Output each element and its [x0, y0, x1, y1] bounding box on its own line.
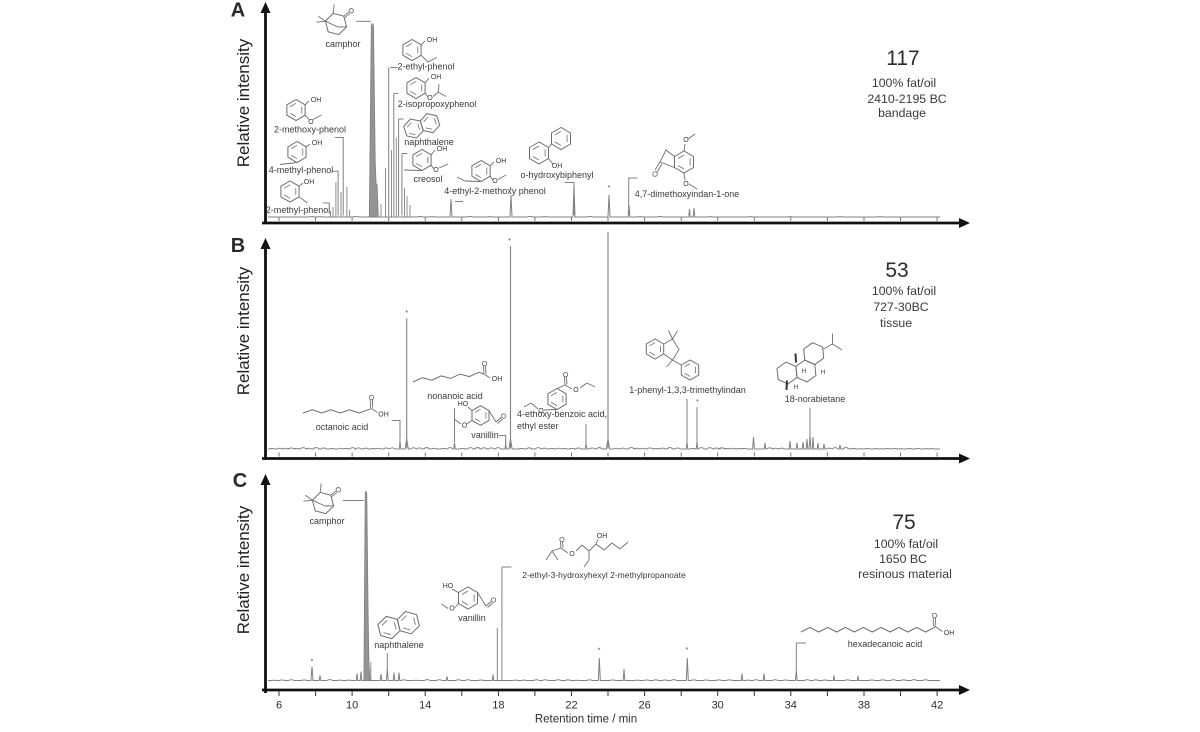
svg-text:2410-2195 BC: 2410-2195 BC [867, 92, 946, 106]
svg-text:octanoic acid: octanoic acid [316, 422, 369, 432]
svg-text:100% fat/oil: 100% fat/oil [874, 537, 938, 551]
svg-text:OH: OH [597, 533, 608, 540]
svg-text:100% fat/oil: 100% fat/oil [872, 76, 936, 90]
svg-text:1-phenyl-1,3,3-trimethylindan: 1-phenyl-1,3,3-trimethylindan [629, 385, 746, 395]
svg-text:Relative intensity: Relative intensity [234, 38, 253, 167]
svg-text:OH: OH [437, 146, 448, 153]
svg-text:O: O [569, 551, 575, 558]
svg-text:OH: OH [492, 376, 503, 383]
svg-text:38: 38 [858, 700, 870, 712]
svg-text:ethyl ester: ethyl ester [517, 421, 559, 431]
svg-text:18-norabietane: 18-norabietane [785, 394, 846, 404]
svg-text:42: 42 [931, 700, 943, 712]
svg-text:6: 6 [276, 700, 282, 712]
svg-text:*: * [311, 657, 314, 666]
svg-text:HO: HO [443, 583, 454, 590]
svg-text:O: O [433, 167, 439, 174]
svg-text:OH: OH [431, 74, 442, 81]
svg-text:OH: OH [311, 97, 322, 104]
svg-text:B: B [231, 235, 245, 257]
svg-text:OH: OH [378, 412, 389, 419]
svg-text:OH: OH [496, 158, 507, 165]
svg-text:*: * [598, 646, 601, 655]
svg-text:4-ethoxy-benzoic acid,: 4-ethoxy-benzoic acid, [517, 409, 607, 419]
svg-text:Relative intensity: Relative intensity [234, 505, 253, 634]
svg-text:*: * [608, 183, 611, 192]
svg-text:2-ethyl-phenol: 2-ethyl-phenol [397, 62, 454, 72]
svg-text:resinous material: resinous material [858, 567, 952, 581]
svg-text:tissue: tissue [880, 316, 912, 330]
svg-text:75: 75 [892, 511, 915, 534]
svg-text:OH: OH [552, 163, 563, 170]
svg-text:100% fat/oil: 100% fat/oil [872, 284, 936, 298]
svg-text:2-methoxy-phenol: 2-methoxy-phenol [274, 125, 346, 135]
svg-text:*: * [405, 308, 408, 317]
svg-text:A: A [231, 0, 245, 22]
svg-text:117: 117 [886, 47, 919, 70]
svg-text:OH: OH [427, 37, 438, 44]
svg-text:53: 53 [885, 259, 908, 282]
svg-text:nonanoic acid: nonanoic acid [427, 391, 483, 401]
svg-text:727-30BC: 727-30BC [873, 300, 928, 314]
svg-text:*: * [696, 397, 699, 406]
svg-text:4-ethyl-2-methoxy phenol: 4-ethyl-2-methoxy phenol [444, 186, 546, 196]
svg-text:vanillin: vanillin [458, 613, 486, 623]
svg-text:1650 BC: 1650 BC [879, 552, 927, 566]
svg-text:O: O [462, 423, 468, 430]
svg-text:10: 10 [346, 700, 358, 712]
svg-text:camphor: camphor [309, 516, 344, 526]
svg-text:30: 30 [712, 700, 724, 712]
svg-text:OH: OH [944, 630, 955, 637]
svg-text:O: O [492, 178, 498, 185]
svg-text:4,7-dimethoxyindan-1-one: 4,7-dimethoxyindan-1-one [635, 189, 740, 199]
svg-text:34: 34 [785, 700, 797, 712]
svg-text:*: * [509, 185, 512, 194]
svg-text:H: H [802, 368, 806, 375]
svg-text:camphor: camphor [325, 39, 360, 49]
svg-text:OH: OH [312, 140, 323, 147]
svg-text:18: 18 [492, 700, 504, 712]
svg-text:2-isopropoxyphenol: 2-isopropoxyphenol [398, 99, 477, 109]
svg-text:14: 14 [419, 700, 431, 712]
svg-text:2-methyl-phenol: 2-methyl-phenol [266, 205, 331, 215]
svg-text:26: 26 [638, 700, 650, 712]
svg-text:*: * [508, 236, 511, 245]
svg-text:H: H [821, 369, 825, 376]
svg-text:hexadecanoic acid: hexadecanoic acid [848, 639, 923, 649]
svg-text:H: H [794, 384, 798, 391]
svg-text:naphthalene: naphthalene [374, 640, 424, 650]
svg-text:2-ethyl-3-hydroxyhexyl 2-meth: 2-ethyl-3-hydroxyhexyl 2-methylpropanoat… [522, 570, 686, 580]
svg-text:Retention time / min: Retention time / min [535, 714, 637, 726]
svg-text:O: O [683, 137, 689, 144]
svg-text:4-methyl-phenol: 4-methyl-phenol [269, 165, 334, 175]
svg-text:C: C [233, 470, 247, 492]
svg-text:O: O [449, 606, 455, 613]
svg-text:*: * [686, 645, 689, 654]
svg-text:vanillin: vanillin [471, 430, 499, 440]
svg-text:creosol: creosol [413, 174, 442, 184]
svg-text:O: O [573, 387, 579, 394]
svg-text:HO: HO [458, 401, 469, 408]
svg-text:bandage: bandage [878, 106, 926, 120]
svg-text:Relative intensity: Relative intensity [234, 266, 253, 395]
svg-text:O: O [683, 181, 689, 188]
svg-text:OH: OH [304, 179, 315, 186]
svg-text:o-hydroxybiphenyl: o-hydroxybiphenyl [520, 170, 593, 180]
svg-text:22: 22 [565, 700, 577, 712]
